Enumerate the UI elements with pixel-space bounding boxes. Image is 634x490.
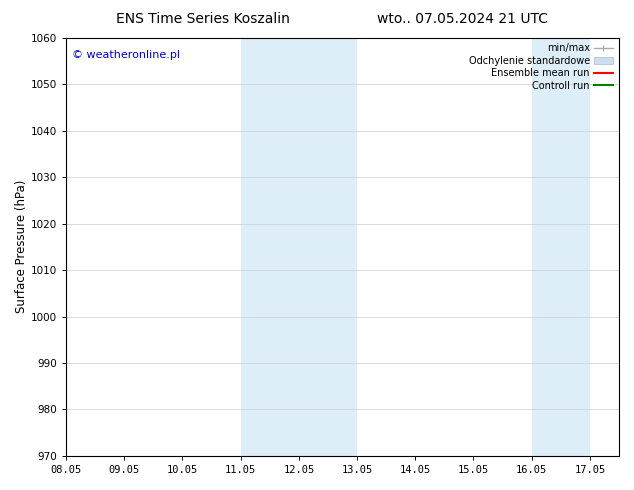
Y-axis label: Surface Pressure (hPa): Surface Pressure (hPa)	[15, 180, 28, 314]
Bar	[241, 38, 357, 456]
Text: © weatheronline.pl: © weatheronline.pl	[72, 50, 179, 60]
Text: wto.. 07.05.2024 21 UTC: wto.. 07.05.2024 21 UTC	[377, 12, 548, 26]
Text: ENS Time Series Koszalin: ENS Time Series Koszalin	[116, 12, 290, 26]
Bar	[532, 38, 590, 456]
Legend: min/max, Odchylenie standardowe, Ensemble mean run, Controll run: min/max, Odchylenie standardowe, Ensembl…	[465, 41, 616, 94]
